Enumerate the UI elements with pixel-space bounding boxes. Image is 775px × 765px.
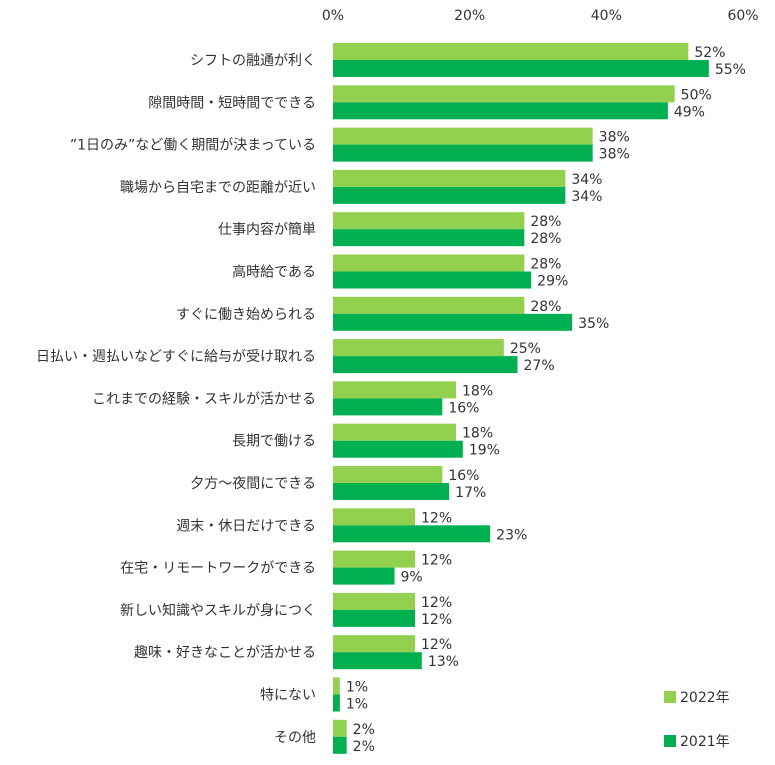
bar-2022年 (333, 169, 566, 187)
bar-2022年 (333, 212, 525, 230)
data-label: 49% (674, 104, 705, 120)
category-label: 週末・休日だけできる (176, 518, 316, 534)
bar-2022年 (333, 677, 340, 695)
category-label: 特にない (260, 688, 316, 704)
bar-2021年 (333, 440, 463, 458)
data-label: 16% (448, 400, 479, 416)
data-label: 55% (715, 62, 746, 78)
bar-2021年 (333, 694, 340, 712)
category-label: 長期で働ける (232, 434, 316, 450)
bar-2022年 (333, 254, 525, 272)
bar-2022年 (333, 508, 415, 526)
data-label: 12% (421, 553, 452, 569)
bar-2022年 (333, 381, 456, 399)
data-label: 18% (462, 426, 493, 442)
bar-2021年 (333, 525, 491, 543)
x-tick-label: 20% (454, 8, 485, 24)
bar-2021年 (333, 609, 415, 627)
bar-2021年 (333, 271, 532, 289)
data-label: 23% (496, 527, 527, 543)
data-label: 12% (421, 637, 452, 653)
category-label: これまでの経験・スキルが活かせる (92, 391, 316, 407)
bar-2022年 (333, 85, 675, 103)
legend-swatch (664, 691, 676, 703)
bar-2022年 (333, 466, 443, 483)
legend-label: 2021年 (680, 734, 730, 750)
category-label: すぐに働き始められる (176, 307, 316, 323)
bar-2021年 (333, 313, 573, 331)
data-label: 18% (462, 383, 493, 399)
data-label: 34% (571, 189, 602, 205)
bar-2022年 (333, 339, 504, 357)
category-label: 高時給である (232, 264, 316, 281)
data-label: 52% (694, 45, 725, 61)
data-label: 12% (421, 612, 452, 628)
x-tick-label: 60% (727, 8, 758, 24)
category-label: 仕事内容が簡単 (218, 221, 316, 238)
bar-2022年 (333, 296, 525, 314)
data-label: 12% (421, 595, 452, 611)
category-label: その他 (274, 730, 316, 746)
bar-2022年 (333, 423, 456, 441)
data-label: 28% (530, 257, 561, 273)
bar-2022年 (333, 635, 415, 653)
data-label: 9% (401, 570, 423, 586)
bar-2021年 (333, 567, 395, 585)
data-label: 12% (421, 510, 452, 526)
bar-2022年 (333, 550, 415, 568)
bar-2021年 (333, 229, 525, 247)
bar-2022年 (333, 719, 347, 737)
data-label: 28% (530, 214, 561, 230)
bar-2021年 (333, 652, 422, 670)
data-label: 16% (448, 468, 479, 484)
bar-2021年 (333, 356, 518, 374)
data-label: 2% (353, 739, 375, 755)
bar-2021年 (333, 102, 668, 120)
data-label: 19% (469, 443, 500, 459)
data-label: 38% (599, 147, 630, 163)
category-label: 隙間時間・短時間でできる (148, 95, 316, 111)
category-label: ”1日のみ”など働く期間が決まっている (70, 138, 316, 154)
x-axis-ticks: 0% 20% 40% 60% (322, 8, 759, 24)
data-label: 28% (530, 231, 561, 247)
bar-2022年 (333, 592, 415, 610)
category-label: 新しい知識やスキルが身につく (120, 602, 316, 619)
legend-label: 2022年 (680, 690, 730, 706)
data-labels: 52%55%50%49%38%38%34%34%28%28%28%29%28%3… (346, 45, 746, 755)
category-label: 夕方～夜間にできる (190, 476, 316, 492)
x-tick-label: 40% (591, 8, 622, 24)
data-label: 17% (455, 485, 486, 501)
data-label: 34% (571, 172, 602, 188)
category-label: シフトの融通が利く (190, 53, 316, 69)
bar-2021年 (333, 186, 566, 204)
data-label: 1% (346, 680, 368, 696)
category-label: 職場から自宅までの距離が近い (120, 179, 316, 196)
data-label: 50% (681, 87, 712, 103)
data-label: 13% (428, 654, 459, 670)
data-label: 2% (353, 722, 375, 738)
data-label: 38% (599, 130, 630, 146)
bar-2021年 (333, 60, 709, 77)
category-label: 在宅・リモートワークができる (120, 561, 316, 577)
legend: 2022年 2021年 (664, 690, 730, 750)
bar-2021年 (333, 736, 347, 754)
data-label: 25% (510, 341, 541, 357)
data-label: 28% (530, 299, 561, 315)
x-tick-label: 0% (322, 8, 344, 24)
bar-2022年 (333, 127, 593, 145)
bar-2022年 (333, 43, 689, 60)
category-label: 日払い・週払いなどすぐに給与が受け取れる (36, 349, 316, 365)
bars (333, 43, 709, 754)
category-label: 趣味・好きなことが活かせる (134, 645, 316, 661)
bar-2021年 (333, 483, 450, 500)
data-label: 1% (346, 697, 368, 713)
data-label: 27% (524, 358, 555, 374)
data-label: 35% (578, 316, 609, 332)
legend-swatch (664, 735, 676, 747)
bar-2021年 (333, 144, 593, 162)
bar-2021年 (333, 398, 443, 416)
data-label: 29% (537, 274, 568, 290)
